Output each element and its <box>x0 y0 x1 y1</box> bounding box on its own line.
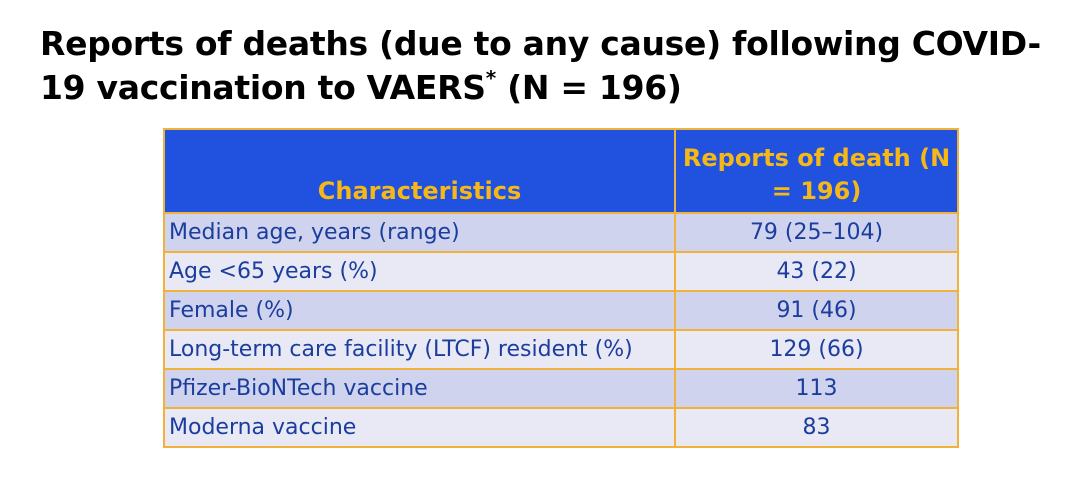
table-cell: Long-term care facility (LTCF) resident … <box>162 329 677 370</box>
table-row: Age <65 years (%) 43 (22) <box>162 251 959 292</box>
table-cell: Female (%) <box>162 290 677 331</box>
table-row: Pfizer-BioNTech vaccine 113 <box>162 368 959 409</box>
table-cell: Age <65 years (%) <box>162 251 677 292</box>
table-cell: Pfizer-BioNTech vaccine <box>162 368 677 409</box>
table-cell: 91 (46) <box>674 290 959 331</box>
table-cell: 129 (66) <box>674 329 959 370</box>
table-cell: 43 (22) <box>674 251 959 292</box>
table-row: Long-term care facility (LTCF) resident … <box>162 329 959 370</box>
title-footnote-mark: * <box>485 66 496 90</box>
table-row: Female (%) 91 (46) <box>162 290 959 331</box>
table-cell: 79 (25–104) <box>674 212 959 253</box>
table-cell: 83 <box>674 407 959 448</box>
table-cell: 113 <box>674 368 959 409</box>
slide-title: Reports of deaths (due to any cause) fol… <box>40 22 1070 110</box>
title-text: Reports of deaths (due to any cause) fol… <box>40 24 1041 107</box>
title-suffix: (N = 196) <box>495 68 682 107</box>
column-header: Reports of death (N = 196) <box>674 128 959 214</box>
column-header: Characteristics <box>162 128 677 214</box>
table-head: Characteristics Reports of death (N = 196… <box>162 128 959 214</box>
header-row: Characteristics Reports of death (N = 196… <box>162 128 959 214</box>
table-cell: Median age, years (range) <box>162 212 677 253</box>
table-row: Median age, years (range) 79 (25–104) <box>162 212 959 253</box>
table-row: Moderna vaccine 83 <box>162 407 959 448</box>
data-table: Characteristics Reports of death (N = 196… <box>162 128 959 448</box>
table-body: Median age, years (range) 79 (25–104) Age … <box>162 212 959 448</box>
table-cell: Moderna vaccine <box>162 407 677 448</box>
